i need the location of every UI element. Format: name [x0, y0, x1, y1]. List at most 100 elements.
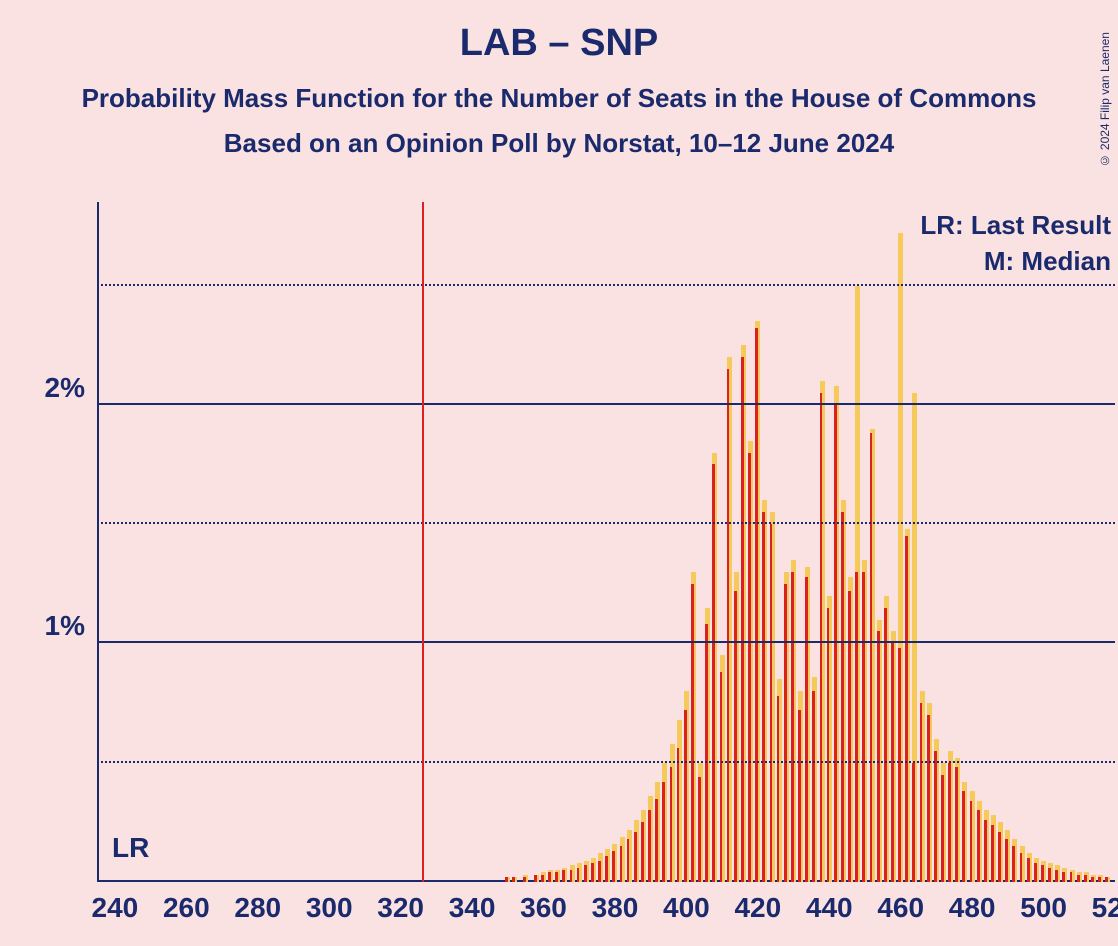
x-tick-label: 240: [92, 882, 139, 924]
bar-foreground: [712, 464, 715, 882]
bar-foreground: [641, 822, 644, 882]
bars-layer: [97, 202, 1115, 882]
bar-foreground: [777, 696, 780, 882]
bar-foreground: [562, 870, 565, 882]
x-tick-label: 320: [377, 882, 424, 924]
bar-foreground: [891, 643, 894, 882]
x-tick-label: 400: [663, 882, 710, 924]
bar-foreground: [820, 393, 823, 882]
bar-foreground: [748, 453, 751, 882]
bar-foreground: [677, 748, 680, 882]
bar-foreground: [627, 839, 630, 882]
bar-foreground: [905, 536, 908, 882]
x-tick-label: 480: [949, 882, 996, 924]
gridline-solid: [97, 641, 1115, 643]
bar-foreground: [605, 856, 608, 882]
bar-foreground: [884, 608, 887, 882]
copyright-text: © 2024 Filip van Laenen: [1098, 32, 1112, 167]
y-tick-label: 2%: [45, 372, 97, 404]
bar-foreground: [1062, 872, 1065, 882]
bar-foreground: [841, 512, 844, 882]
chart-title: LAB – SNP: [0, 22, 1118, 65]
bar-foreground: [834, 405, 837, 882]
x-tick-label: 260: [163, 882, 210, 924]
bar-foreground: [1034, 863, 1037, 882]
x-tick-label: 460: [877, 882, 924, 924]
bar-foreground: [741, 357, 744, 882]
y-tick-label: 1%: [45, 610, 97, 642]
bar-foreground: [705, 624, 708, 882]
bar-foreground: [1041, 865, 1044, 882]
gridline-dotted: [97, 522, 1115, 524]
legend-median: M: Median: [984, 246, 1111, 277]
bar-foreground: [1084, 875, 1087, 882]
x-tick-label: 300: [306, 882, 353, 924]
bar-foreground: [855, 572, 858, 882]
bar-foreground: [634, 832, 637, 882]
bar-foreground: [984, 820, 987, 882]
bar-foreground: [720, 672, 723, 882]
bar-foreground: [755, 328, 758, 882]
bar-foreground: [512, 877, 515, 882]
bar-foreground: [955, 767, 958, 882]
bar-foreground: [591, 863, 594, 882]
x-tick-label: 280: [234, 882, 281, 924]
bar-foreground: [648, 810, 651, 882]
bar-foreground: [870, 433, 873, 882]
bar-foreground: [1005, 839, 1008, 882]
x-tick-label: 500: [1020, 882, 1067, 924]
bar-foreground: [662, 782, 665, 882]
bar-foreground: [505, 877, 508, 882]
bar-foreground: [570, 870, 573, 882]
bar-foreground: [1070, 872, 1073, 882]
bar-foreground: [684, 710, 687, 882]
bar-foreground: [977, 810, 980, 882]
bar-foreground: [934, 751, 937, 882]
bar-foreground: [848, 591, 851, 882]
x-tick-label: 420: [734, 882, 781, 924]
gridline-dotted: [97, 284, 1115, 286]
x-tick-label: 520: [1092, 882, 1118, 924]
bar-foreground: [691, 584, 694, 882]
lr-label: LR: [112, 832, 149, 864]
bar-foreground: [620, 846, 623, 882]
legend-last-result: LR: Last Result: [920, 210, 1111, 241]
bar-foreground: [827, 608, 830, 882]
bar-foreground: [534, 875, 537, 882]
bar-foreground: [612, 851, 615, 882]
chart-subtitle-2: Based on an Opinion Poll by Norstat, 10–…: [0, 128, 1118, 159]
bar-foreground: [948, 763, 951, 882]
chart-subtitle-1: Probability Mass Function for the Number…: [0, 83, 1118, 114]
bar-foreground: [784, 584, 787, 882]
bar-foreground: [898, 648, 901, 882]
gridline-solid: [97, 403, 1115, 405]
bar-foreground: [734, 591, 737, 882]
bar-foreground: [970, 801, 973, 882]
bar-foreground: [941, 775, 944, 882]
bar-foreground: [927, 715, 930, 882]
bar-foreground: [577, 868, 580, 882]
bar-foreground: [877, 631, 880, 882]
bar-foreground: [762, 512, 765, 882]
bar-foreground: [805, 577, 808, 882]
bar-foreground: [991, 825, 994, 882]
bar-foreground: [541, 875, 544, 882]
bar-foreground: [791, 572, 794, 882]
bar-foreground: [598, 861, 601, 882]
lr-vertical-line: [422, 202, 424, 882]
bar-foreground: [1027, 858, 1030, 882]
bar-foreground: [798, 710, 801, 882]
bar-foreground: [655, 799, 658, 883]
bar-foreground: [727, 369, 730, 882]
x-tick-label: 360: [520, 882, 567, 924]
bar-foreground: [584, 865, 587, 882]
bar-foreground: [548, 872, 551, 882]
bar-foreground: [670, 767, 673, 882]
chart-plot-area: 1%2%240260280300320340360380400420440460…: [97, 202, 1115, 882]
bar-foreground: [862, 572, 865, 882]
x-tick-label: 440: [806, 882, 853, 924]
bar-foreground: [920, 703, 923, 882]
bar-foreground: [1077, 875, 1080, 882]
bar-foreground: [998, 832, 1001, 882]
x-tick-label: 340: [449, 882, 496, 924]
